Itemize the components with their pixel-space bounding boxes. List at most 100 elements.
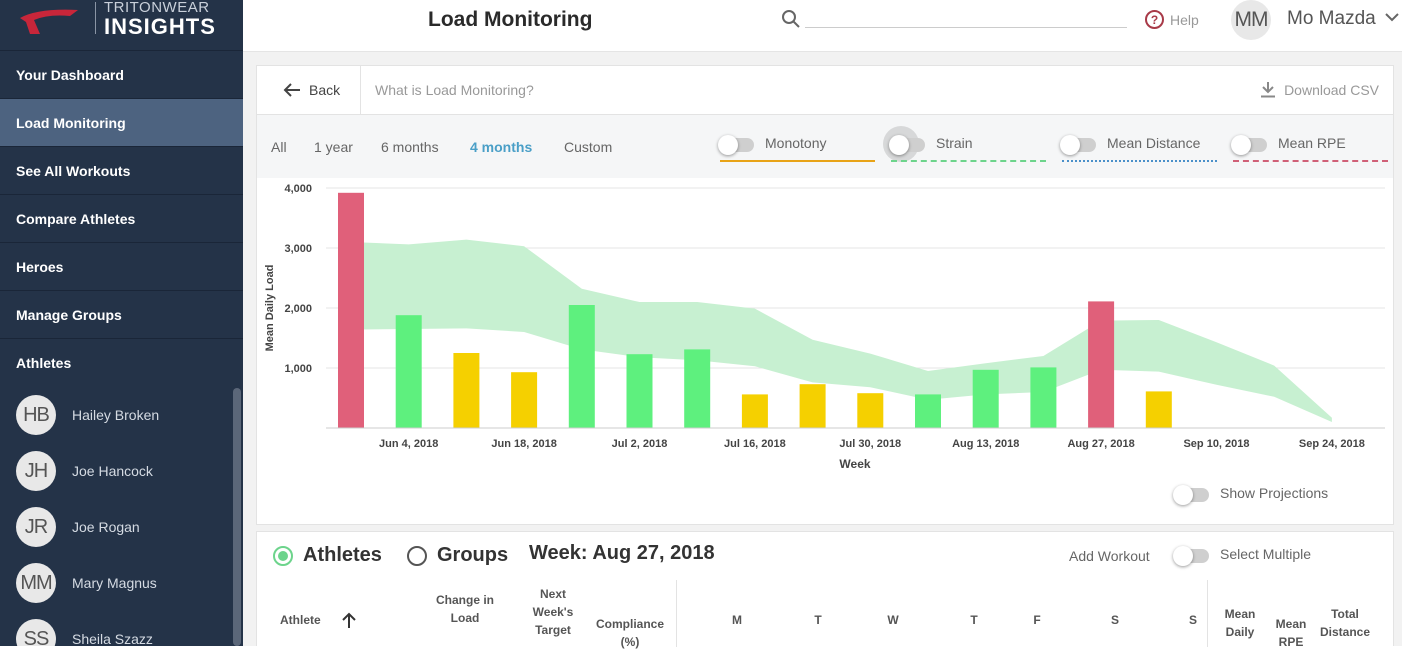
help-label: Help [1170,11,1199,28]
chart-bar [1145,391,1172,428]
chart-bar [453,353,480,428]
radio-circle [273,545,293,566]
athlete-item[interactable]: HB Hailey Broken [0,387,243,443]
avatar: SS [16,619,56,646]
chart-bar [972,369,999,428]
chart-bar [915,394,941,428]
help-link[interactable]: ? Help [1145,10,1199,29]
sidebar-item-workouts[interactable]: See All Workouts [0,147,243,195]
back-label: Back [309,82,341,98]
toggle-switch[interactable] [1173,485,1209,505]
x-axis-label: Week [839,457,870,471]
filter-bar: All 1 year 6 months 4 months Custom Mono… [257,115,1393,178]
chart-bar [1030,367,1057,428]
sidebar-item-load-monitoring[interactable]: Load Monitoring [0,99,243,147]
strain-range-band [351,239,1332,422]
athlete-name: Joe Hancock [72,463,153,479]
x-tick-label: Jun 18, 2018 [491,438,556,450]
column-header-change[interactable]: Change in Load [435,593,494,625]
chart-bar [1088,301,1115,428]
athlete-item[interactable]: JH Joe Hancock [0,443,243,499]
column-header-next-target[interactable]: Next Week's Target [532,587,574,637]
radio-groups[interactable]: Groups [407,544,508,567]
chart-bar [741,394,768,428]
back-button[interactable]: Back [257,66,361,114]
radio-label: Athletes [303,544,382,566]
range-all[interactable]: All [271,139,287,155]
sidebar-scrollbar[interactable] [233,388,241,646]
athlete-name: Joe Rogan [72,519,140,535]
load-chart-svg: 1,000 2,000 3,000 4,000 Mean Daily Load Jun 4… [264,183,1385,471]
top-header: Load Monitoring ? Help MM Mo Mazda [243,0,1402,52]
range-1-year[interactable]: 1 year [314,139,353,155]
download-csv-button[interactable]: Download CSV [1260,81,1379,98]
column-header-total-distance[interactable]: Total Distance [1319,607,1371,639]
avatar: JR [16,507,56,547]
brand-logo[interactable]: TRITONWEAR INSIGHTS [0,0,243,51]
arrow-left-icon [283,83,300,97]
chevron-down-icon[interactable] [1385,12,1399,22]
mean-rpe-line-legend [1233,160,1388,162]
card-toolbar: Back What is Load Monitoring? Download C… [257,66,1393,115]
user-avatar[interactable]: MM [1231,0,1271,40]
y-tick-label: 3,000 [284,243,312,255]
sidebar-item-compare[interactable]: Compare Athletes [0,195,243,243]
radio-athletes[interactable]: Athletes [273,544,382,567]
y-tick-label: 2,000 [284,303,312,315]
search-icon[interactable] [781,9,801,29]
toggle-switch[interactable] [1060,135,1096,155]
athlete-name: Hailey Broken [72,407,160,423]
load-chart: 1,000 2,000 3,000 4,000 Mean Daily Load Jun 4… [257,178,1393,478]
x-tick-label: Jul 16, 2018 [724,438,786,450]
toggle-label: Mean RPE [1278,135,1346,151]
x-tick-label: Sep 10, 2018 [1183,438,1249,450]
column-header-athlete[interactable]: Athlete [280,611,321,629]
chart-bar [338,192,364,428]
download-icon [1261,82,1276,98]
chart-bar [684,349,711,428]
x-tick-label: Jul 2, 2018 [612,438,668,450]
sidebar-item-heroes[interactable]: Heroes [0,243,243,291]
user-name[interactable]: Mo Mazda [1287,8,1376,29]
column-header-day: S [1110,613,1119,627]
x-tick-label: Aug 27, 2018 [1067,438,1134,450]
avatar: MM [16,563,56,603]
search-input[interactable] [805,27,1127,28]
week-label: Week: Aug 27, 2018 [529,542,715,564]
chart-bar [626,354,653,428]
toggle-switch[interactable] [1173,546,1209,566]
column-header-day: T [814,613,822,627]
range-4-months[interactable]: 4 months [470,139,533,155]
mean-distance-line-legend [1062,160,1217,162]
chart-bar [799,384,826,428]
y-axis-label: Mean Daily Load [264,265,276,352]
athlete-item[interactable]: JR Joe Rogan [0,499,243,555]
strain-line-legend [891,160,1046,162]
what-is-link[interactable]: What is Load Monitoring? [375,82,534,98]
monotony-line-legend [720,160,875,162]
column-header-day: T [970,613,978,627]
radio-circle [407,545,427,566]
sort-ascending-icon[interactable] [341,611,357,629]
column-label: Athlete [280,613,321,627]
download-label: Download CSV [1284,81,1379,98]
chart-bar [568,305,595,428]
toggle-switch[interactable] [1231,135,1267,155]
column-header-day: S [1188,613,1197,627]
range-6-months[interactable]: 6 months [381,139,439,155]
column-header-day: W [887,613,899,627]
y-tick-label: 4,000 [284,183,312,195]
toggle-switch[interactable] [889,135,925,155]
athlete-item[interactable]: MM Mary Magnus [0,555,243,611]
sidebar-item-dashboard[interactable]: Your Dashboard [0,51,243,99]
athletes-heading: Athletes [16,355,72,371]
athlete-name: Mary Magnus [72,575,157,591]
brand-top: TRITONWEAR [104,0,210,16]
sidebar-item-groups[interactable]: Manage Groups [0,291,243,339]
range-custom[interactable]: Custom [564,139,613,155]
toggle-switch[interactable] [718,135,754,155]
add-workout-button[interactable]: Add Workout [1069,548,1150,564]
column-header-mean-daily[interactable]: Mean Daily [1224,607,1256,639]
athlete-item[interactable]: SS Sheila Szazz [0,611,243,646]
x-tick-label: Jul 30, 2018 [839,438,901,450]
